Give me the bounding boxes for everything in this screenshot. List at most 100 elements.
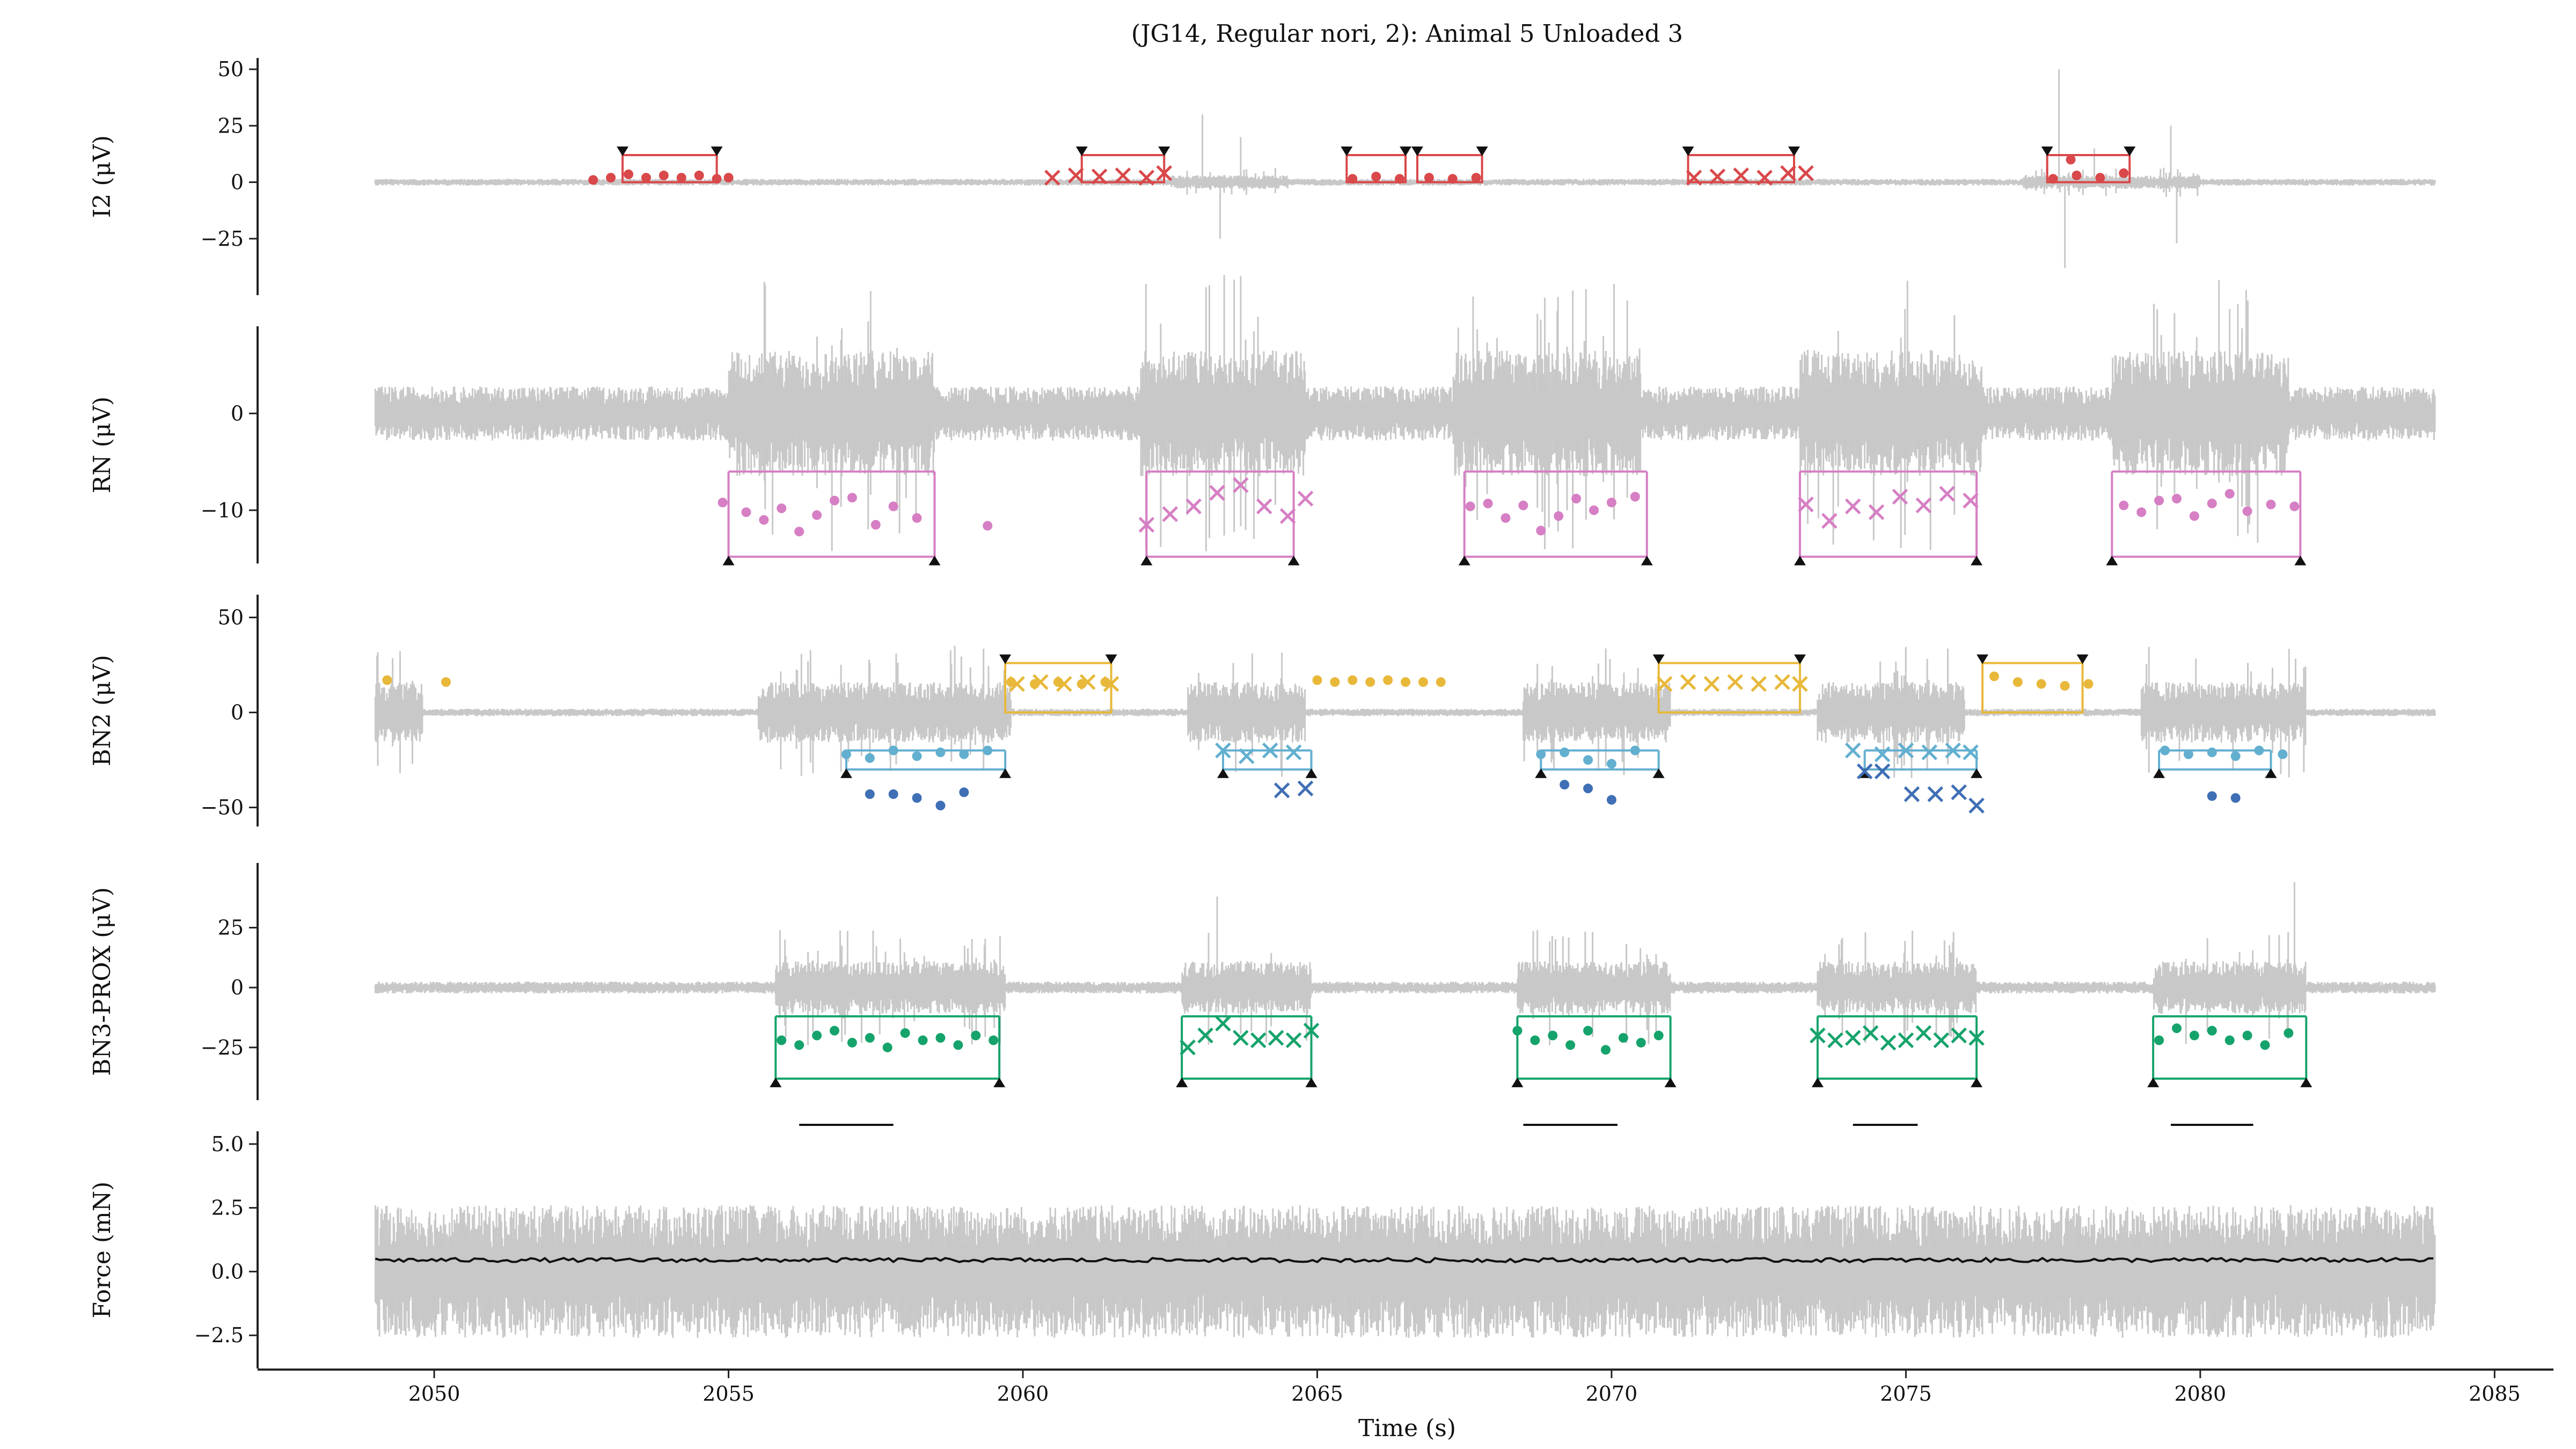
- data-point-x: [1103, 676, 1119, 692]
- data-point: [2060, 680, 2070, 691]
- burst-box: [1080, 155, 1166, 184]
- data-point-x: [1233, 1030, 1249, 1046]
- burst-end-triangle: [2300, 1077, 2312, 1087]
- series-x: [1009, 674, 1808, 692]
- burst-end-triangle: [2124, 147, 2136, 157]
- data-point-x: [1856, 763, 1873, 780]
- data-point: [865, 1033, 875, 1043]
- burst-marker: [722, 470, 941, 566]
- data-point-x: [1138, 170, 1155, 186]
- burst-end-triangle: [1158, 147, 1170, 157]
- data-point-x: [1285, 744, 1302, 760]
- y-tick-label: 50: [218, 605, 244, 629]
- data-point-x: [1279, 508, 1296, 524]
- burst-box: [1345, 155, 1407, 184]
- panel-force: 5.0 2.5 0.0 −2.5 Force (mN): [89, 1124, 2436, 1368]
- data-point: [847, 493, 857, 503]
- data-point: [2278, 749, 2288, 759]
- burst-marker: [2041, 147, 2136, 184]
- data-point-x: [1874, 746, 1891, 763]
- burst-start-triangle: [840, 768, 852, 778]
- data-point: [2230, 751, 2241, 761]
- burst-start-triangle: [1458, 555, 1470, 566]
- y-tick-label: 25: [218, 916, 244, 940]
- panels-group: 50 25 0 −25 I2 (μV) 0 −10 RN (μV) 50 0 −50 BN2 (μV)…: [89, 57, 2436, 1368]
- burst-box: [1816, 1016, 1978, 1080]
- data-point: [2066, 155, 2076, 165]
- x-tick-label: 2070: [1586, 1382, 1638, 1406]
- signal-trace: [374, 646, 2436, 778]
- burst-marker: [1976, 654, 2089, 714]
- burst-end-triangle: [711, 147, 723, 157]
- data-point: [959, 787, 969, 797]
- burst-box: [621, 155, 718, 184]
- data-point: [658, 170, 669, 180]
- data-point: [794, 1040, 804, 1050]
- data-point-x: [1033, 674, 1049, 690]
- panel-rn: 0 −10 RN (μV): [89, 275, 2436, 566]
- burst-end-triangle: [1664, 1077, 1677, 1087]
- data-point-x: [1656, 676, 1673, 692]
- data-point: [2207, 791, 2217, 801]
- data-point-x: [1268, 1030, 1284, 1046]
- burst-box: [1657, 663, 1801, 714]
- data-point-x: [1009, 676, 1025, 692]
- series-x: [1215, 742, 1979, 764]
- force-mean-line: [375, 1256, 2434, 1264]
- data-point-x: [1880, 1035, 1897, 1051]
- burst-end-triangle: [1305, 768, 1318, 778]
- data-point: [900, 1028, 910, 1038]
- burst-start-triangle: [2153, 768, 2165, 778]
- y-axis-label: BN3-PROX (μV): [89, 887, 116, 1076]
- burst-marker: [2147, 1015, 2312, 1087]
- data-point-x: [1209, 485, 1225, 501]
- data-point-x: [1862, 1025, 1879, 1041]
- data-point: [2207, 747, 2217, 757]
- series-x: [1180, 1015, 1985, 1056]
- data-point: [1512, 1026, 1523, 1036]
- data-point: [1560, 780, 1570, 790]
- data-point-x: [1904, 786, 1920, 802]
- data-point-x: [1968, 797, 1985, 814]
- data-point: [2160, 745, 2170, 756]
- data-point: [912, 513, 922, 523]
- y-tick-label: 25: [218, 114, 244, 137]
- data-point: [2189, 511, 2199, 521]
- data-point: [1383, 675, 1393, 685]
- burst-box: [727, 471, 936, 558]
- data-point: [2136, 507, 2147, 517]
- series-dot: [865, 780, 2241, 811]
- y-axis-label: Force (mN): [89, 1182, 116, 1319]
- data-point: [606, 173, 616, 183]
- data-point: [1600, 1045, 1611, 1055]
- x-axis: 2050 2055 2060 2065 2070 2075 2080 2085: [258, 1368, 2553, 1406]
- burst-marker: [2106, 470, 2307, 566]
- data-point: [2266, 499, 2276, 509]
- x-tick-label: 2075: [1880, 1382, 1932, 1406]
- burst-start-triangle: [1176, 1077, 1188, 1087]
- data-point: [1653, 1030, 1664, 1041]
- burst-end-triangle: [1105, 654, 1117, 664]
- data-point: [2095, 173, 2105, 183]
- data-point-x: [1156, 165, 1173, 181]
- data-point-x: [1915, 1025, 1932, 1041]
- data-point-x: [1874, 763, 1891, 780]
- burst-end-triangle: [1476, 147, 1488, 157]
- data-point-x: [1845, 1030, 1861, 1046]
- panel-bn2: 50 0 −50 BN2 (μV): [89, 595, 2436, 826]
- data-point: [641, 173, 651, 183]
- data-point-x: [1215, 1015, 1231, 1031]
- data-point: [624, 169, 634, 179]
- data-point-x: [1709, 169, 1726, 185]
- data-point-x: [1951, 1027, 1967, 1044]
- data-point-x: [1939, 486, 1955, 502]
- data-point: [2048, 174, 2058, 184]
- data-point-x: [1727, 674, 1744, 690]
- burst-end-triangle: [2294, 555, 2307, 566]
- data-point: [2230, 793, 2241, 803]
- burst-marker: [1176, 1015, 1318, 1087]
- data-point-x: [1845, 498, 1861, 515]
- data-point-x: [1285, 1032, 1302, 1049]
- data-point: [588, 175, 598, 185]
- data-point: [2072, 170, 2082, 180]
